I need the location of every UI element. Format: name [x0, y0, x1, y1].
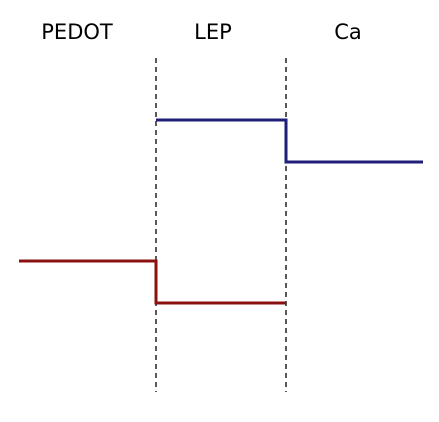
region-label-lep: LEP [194, 20, 232, 44]
upper-energy-level [156, 118, 423, 164]
lower-energy-level [19, 259, 286, 305]
region-label-ca: Ca [334, 20, 362, 44]
region-label-pedot: PEDOT [41, 20, 113, 44]
